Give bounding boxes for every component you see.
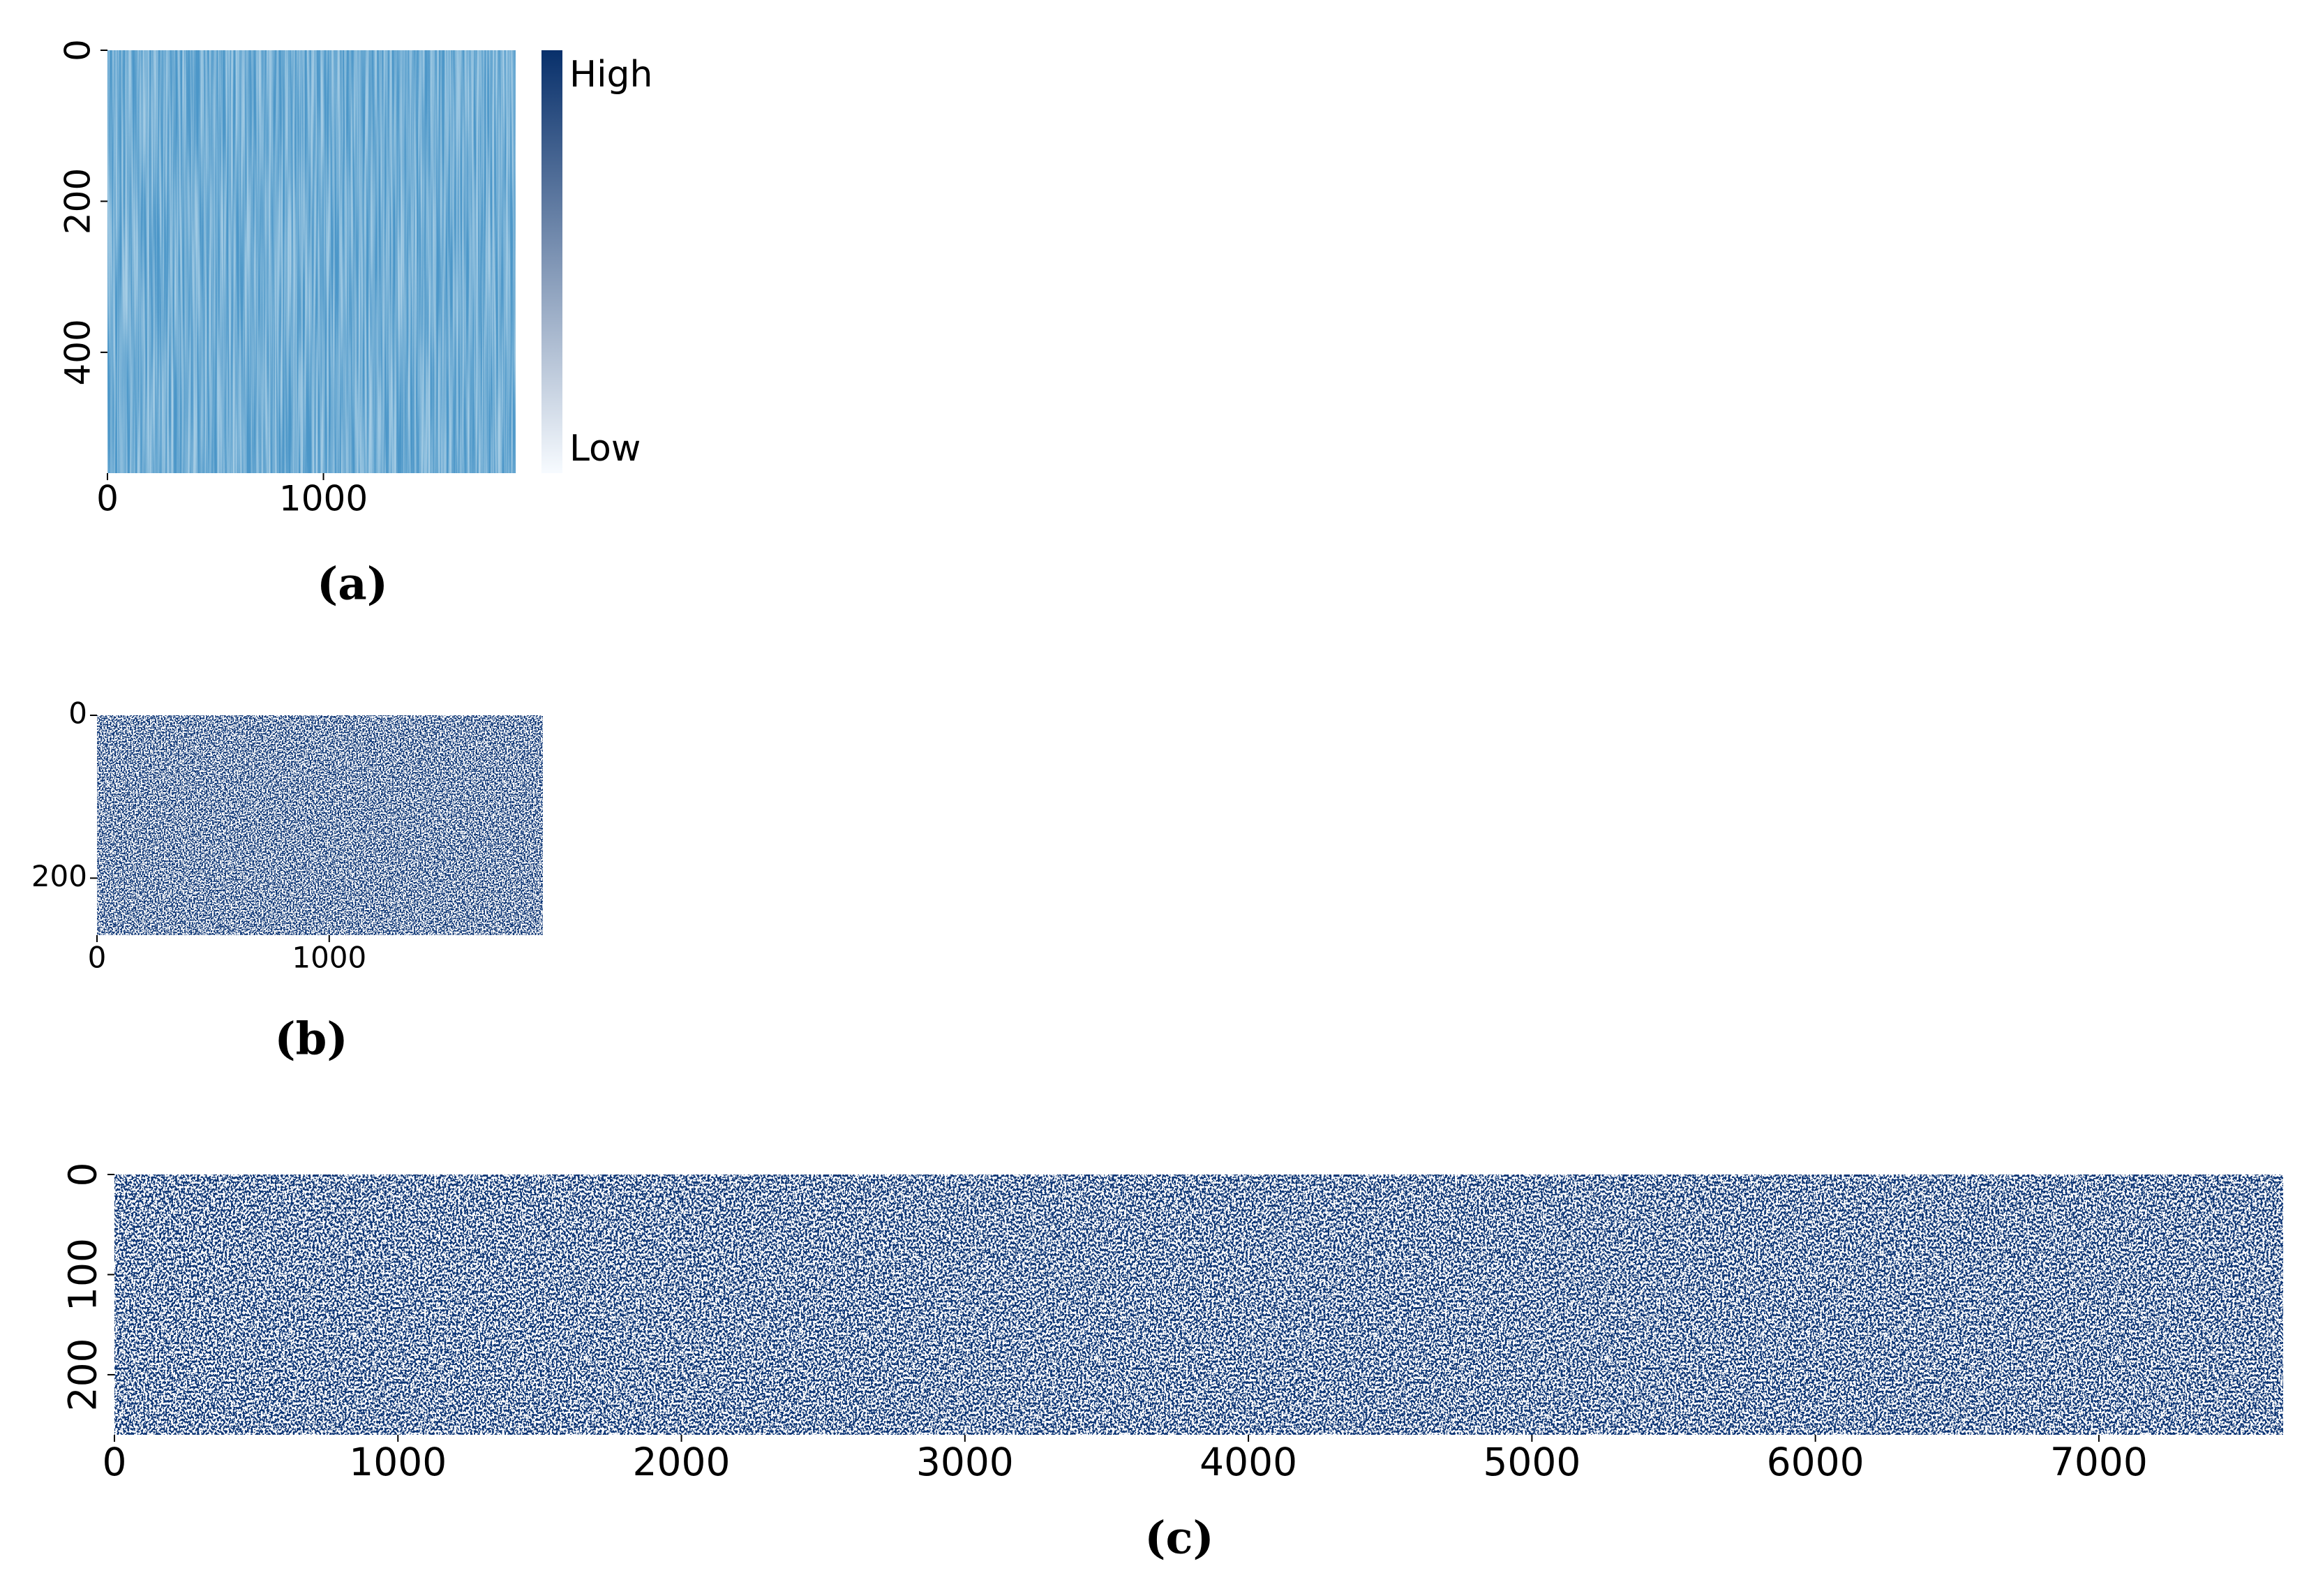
colorbar-label: Low xyxy=(569,428,641,470)
heatmap-cells xyxy=(107,50,516,473)
colorbar xyxy=(541,50,562,473)
colorbar-label: High xyxy=(569,54,653,96)
y-tick-label: 200 xyxy=(31,859,87,893)
caption: (b) xyxy=(274,1013,347,1066)
x-tick-label: 6000 xyxy=(1767,1440,1864,1484)
heatmap-cells xyxy=(97,715,543,935)
x-tick-label: 0 xyxy=(96,479,119,519)
caption: (a) xyxy=(317,558,388,611)
y-tick-label: 200 xyxy=(61,1338,105,1411)
x-tick-label: 1000 xyxy=(349,1440,447,1484)
x-tick-label: 0 xyxy=(103,1440,127,1484)
x-tick-label: 4000 xyxy=(1199,1440,1297,1484)
x-tick-label: 0 xyxy=(88,941,107,975)
y-tick-label: 400 xyxy=(58,319,98,385)
x-tick-label: 1000 xyxy=(279,479,368,519)
x-tick-label: 5000 xyxy=(1483,1440,1580,1484)
x-tick-label: 1000 xyxy=(292,941,366,975)
x-tick-label: 3000 xyxy=(916,1440,1014,1484)
y-tick-label: 100 xyxy=(61,1238,105,1311)
heatmap-cells xyxy=(114,1174,2283,1435)
y-tick-label: 0 xyxy=(68,696,87,731)
caption: (c) xyxy=(1144,1512,1214,1565)
y-tick-label: 0 xyxy=(61,1163,105,1187)
y-tick-label: 200 xyxy=(58,168,98,234)
y-tick-label: 0 xyxy=(58,39,98,61)
x-tick-label: 7000 xyxy=(2050,1440,2148,1484)
x-tick-label: 2000 xyxy=(633,1440,731,1484)
